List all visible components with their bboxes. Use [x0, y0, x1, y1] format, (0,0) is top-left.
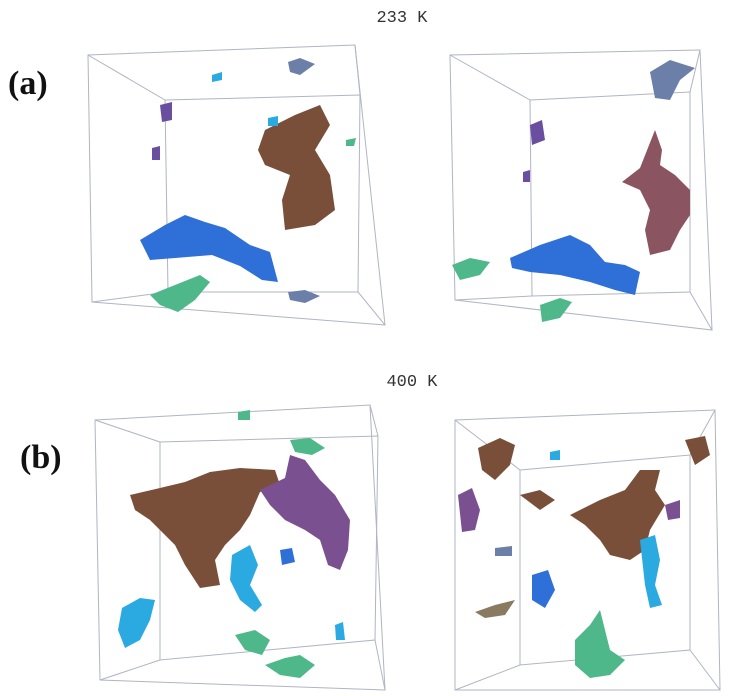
- temperature-label: 400 K: [386, 373, 438, 392]
- panel-label: (a): [8, 65, 48, 102]
- clusters: [458, 436, 710, 678]
- clusters: [118, 410, 350, 678]
- panel-label: (b): [20, 439, 62, 476]
- cube: [88, 45, 385, 325]
- temperature-label: 233 K: [376, 9, 428, 28]
- clusters: [452, 60, 695, 322]
- figure: 233 K (a) 400 K (b): [0, 0, 739, 696]
